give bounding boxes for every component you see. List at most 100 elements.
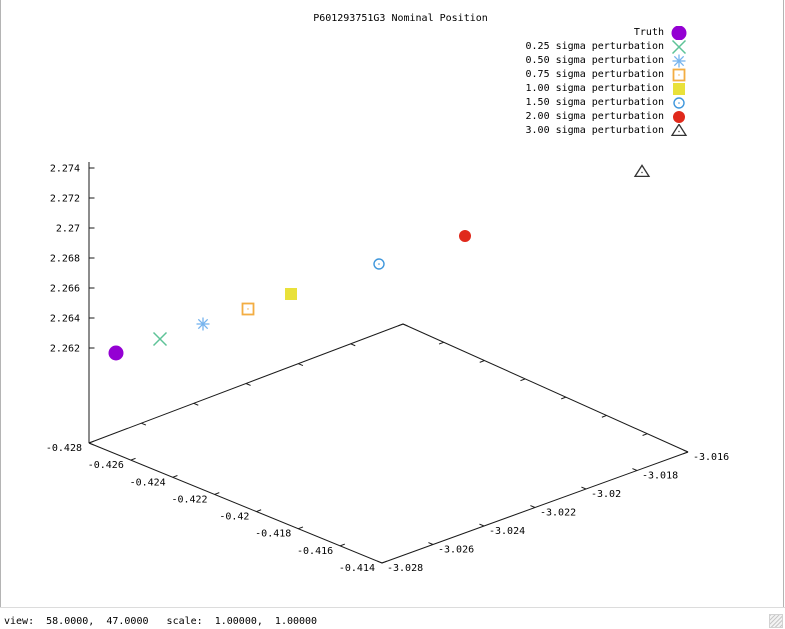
y-axis-tick-label: -3.026	[438, 545, 474, 556]
legend: Truth 0.25 sigma perturbation 0.50 sigma p…	[526, 26, 688, 138]
legend-label: 2.00 sigma perturbation	[525, 111, 664, 122]
y-axis-tick-label: -3.02	[591, 489, 621, 500]
data-point-sigma-2-00	[459, 230, 471, 242]
resize-grip-icon[interactable]	[769, 614, 783, 628]
legend-label: 3.00 sigma perturbation	[525, 125, 664, 136]
x-axis-tick-label: -0.422	[171, 494, 207, 505]
legend-item-sigma-0-25: 0.25 sigma perturbation	[526, 40, 688, 54]
y-axis-tick-label: -3.018	[642, 471, 678, 482]
data-point-sigma-1-00	[285, 288, 297, 300]
sigma-1-00-marker-icon	[673, 83, 685, 95]
window-border-right	[783, 0, 784, 629]
legend-item-sigma-3-00: 3.00 sigma perturbation	[526, 124, 688, 138]
x-axis-tick	[381, 560, 387, 564]
sigma-3-00-marker-glyph	[670, 124, 688, 136]
x-axis-line	[88, 442, 383, 564]
data-point-sigma-1-50	[373, 258, 385, 270]
legend-item-sigma-1-50: 1.50 sigma perturbation	[526, 96, 688, 110]
y-axis-tick-mirror	[141, 422, 147, 426]
x-axis-tick-label: -0.414	[339, 563, 375, 574]
truth-marker-glyph	[671, 26, 687, 40]
y-axis-tick-mirror	[88, 442, 94, 446]
y-axis-tick-mirror	[350, 343, 356, 347]
data-point-truth	[108, 345, 124, 361]
y-axis-tick-mirror	[245, 383, 251, 386]
legend-item-sigma-0-50: 0.50 sigma perturbation	[526, 54, 688, 68]
x-axis-tick-label: -0.426	[88, 460, 124, 471]
x-axis-tick-label: -0.416	[297, 546, 333, 557]
x-axis-tick	[339, 543, 346, 547]
legend-label: 1.00 sigma perturbation	[525, 83, 664, 94]
legend-label: 0.75 sigma perturbation	[525, 69, 664, 80]
y-axis-tick	[377, 560, 383, 564]
sigma-2-00-marker-glyph	[673, 111, 685, 123]
y-axis-tick-mirror	[402, 323, 408, 327]
sigma-3-00-marker-icon	[670, 124, 688, 136]
sigma-1-00-marker-glyph	[673, 83, 685, 95]
window-border-left	[0, 0, 1, 629]
sigma-0-75-marker-icon	[672, 68, 686, 82]
data-point-sigma-0-25	[152, 331, 168, 347]
data-point-sigma-0-75	[241, 302, 255, 316]
y-axis-tick-label: -3.024	[489, 526, 525, 537]
legend-label: 0.50 sigma perturbation	[525, 55, 664, 66]
y-axis-tick	[632, 468, 638, 471]
x-axis-tick-label: -0.42	[219, 512, 249, 523]
page-title: P601293751G3 Nominal Position	[313, 13, 488, 24]
sigma-0-25-marker-glyph	[671, 40, 687, 54]
x-axis-tick-mirror	[601, 414, 607, 418]
z-axis-tick-label: 2.268	[50, 254, 80, 265]
sigma-1-50-marker-icon	[673, 97, 685, 109]
y-axis-tick	[428, 542, 434, 545]
y-axis-tick	[479, 523, 485, 527]
z-axis-tick-label: 2.264	[50, 314, 80, 325]
sigma-0-50-marker-glyph	[672, 54, 686, 68]
view-scale-status: view: 58.0000, 47.0000 scale: 1.00000, 1…	[4, 616, 318, 627]
x-axis-tick	[256, 509, 262, 513]
legend-label: 1.50 sigma perturbation	[525, 97, 664, 108]
sigma-1-50-marker-glyph	[673, 97, 685, 109]
legend-label: 0.25 sigma perturbation	[525, 41, 664, 52]
sigma-0-50-marker-icon	[672, 54, 686, 68]
z-axis-tick-label: 2.272	[50, 194, 80, 205]
y-axis-tick-label: -3.016	[693, 452, 729, 463]
y-axis-tick-label: -3.022	[540, 508, 576, 519]
x-axis-tick-mirror	[479, 360, 485, 363]
data-point-sigma-3-00	[633, 164, 651, 177]
legend-item-sigma-2-00: 2.00 sigma perturbation	[526, 110, 688, 124]
z-axis-tick-label: 2.266	[50, 284, 80, 295]
sigma-0-75-marker-glyph	[672, 68, 686, 82]
sigma-2-00-marker-icon	[673, 111, 685, 123]
x-axis-tick-mirror	[438, 341, 444, 345]
x-axis-tick-label: -0.428	[46, 443, 82, 454]
z-axis-tick-label: 2.262	[50, 344, 80, 355]
x-axis-tick	[88, 440, 94, 444]
data-point-sigma-0-50	[196, 317, 210, 331]
status-bar: view: 58.0000, 47.0000 scale: 1.00000, 1…	[0, 607, 785, 629]
x-axis-tick-mirror	[560, 396, 567, 400]
x-axis-tick	[298, 526, 304, 530]
legend-item-sigma-0-75: 0.75 sigma perturbation	[526, 68, 688, 82]
x-axis-tick-label: -0.424	[130, 477, 166, 488]
z-axis-tick-label: 2.27	[56, 224, 80, 235]
x-axis-tick-mirror	[520, 378, 526, 382]
x-axis-tick-label: -0.418	[255, 529, 291, 540]
legend-item-sigma-1-00: 1.00 sigma perturbation	[526, 82, 688, 96]
y-axis-tick-label: -3.028	[387, 563, 423, 574]
z-axis-tick-label: 2.274	[50, 164, 80, 175]
base-edge-back-right	[402, 323, 689, 453]
x-axis-tick	[214, 492, 220, 495]
sigma-0-25-marker-icon	[671, 40, 687, 54]
x-axis-tick	[130, 457, 136, 461]
y-axis-tick-mirror	[193, 402, 199, 406]
truth-marker-icon	[671, 26, 687, 40]
x-axis-tick-mirror	[642, 433, 648, 436]
x-axis-tick	[172, 475, 178, 478]
y-axis-tick	[581, 486, 587, 490]
y-axis-tick-mirror	[298, 363, 304, 367]
y-axis-tick	[683, 449, 689, 453]
y-axis-tick	[530, 505, 536, 508]
legend-item-truth: Truth	[526, 26, 688, 40]
